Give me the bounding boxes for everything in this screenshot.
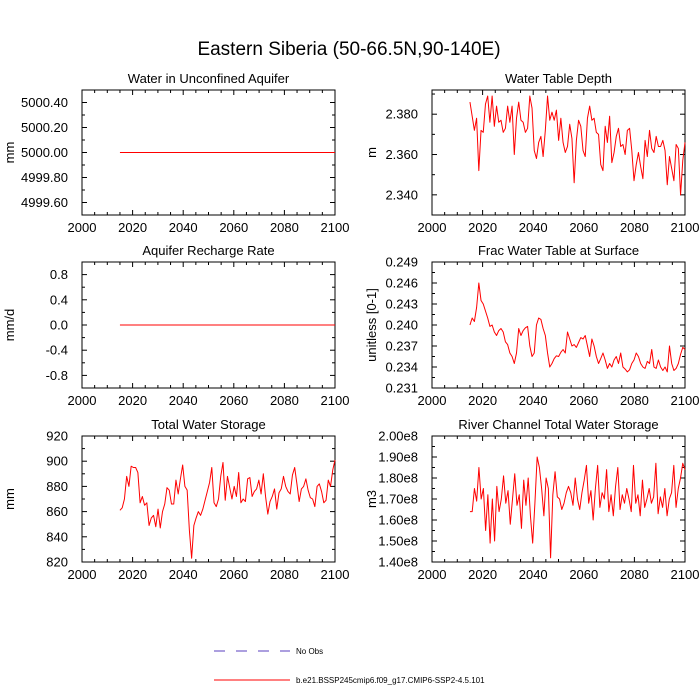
y-tick-label: 0.237: [385, 339, 418, 354]
x-tick-label: 2100: [321, 220, 350, 235]
y-tick-label: 0.8: [50, 267, 68, 282]
y-tick-label: 4999.80: [21, 170, 68, 185]
x-tick-label: 2020: [468, 220, 497, 235]
y-tick-label: 2.00e8: [378, 429, 418, 444]
y-tick-label: 1.90e8: [378, 450, 418, 465]
chart-panel-3: Aquifer Recharge Rate 2000 2020 2040 2060 208…: [2, 243, 349, 408]
x-tick-label: 2080: [270, 567, 299, 582]
y-tick-label: 840: [46, 529, 68, 544]
legend-label-model-run: b.e21.BSSP245cmip6.f09_g17.CMIP6-SSP2-4.…: [296, 676, 485, 685]
panel-title: Frac Water Table at Surface: [478, 243, 639, 258]
x-tick-label: 2100: [321, 393, 350, 408]
chart-panel-1: Water in Unconfined Aquifer 2000 2020 2040 2…: [2, 71, 349, 235]
panel-title: Water Table Depth: [505, 71, 612, 86]
x-tick-label: 2060: [569, 567, 598, 582]
y-axis-label: mm: [2, 488, 17, 510]
series-line: [469, 282, 686, 373]
plot-frame: [81, 435, 336, 563]
x-tick-label: 2100: [671, 567, 700, 582]
x-tick-label: 2060: [569, 393, 598, 408]
x-tick-label: 2040: [169, 567, 198, 582]
legend: No Obs b.e21.BSSP245cmip6.f09_g17.CMIP6-…: [214, 647, 485, 685]
y-tick-label: 0.240: [385, 318, 418, 333]
y-tick-label: 4999.60: [21, 195, 68, 210]
x-tick-label: 2080: [270, 393, 299, 408]
y-axis-label: mm: [2, 142, 17, 164]
y-axis-label: mm/d: [2, 309, 17, 342]
x-tick-label: 2000: [418, 220, 447, 235]
figure-title: Eastern Siberia (50-66.5N,90-140E): [197, 39, 500, 60]
x-tick-label: 2100: [671, 220, 700, 235]
legend-label-no-obs: No Obs: [296, 647, 323, 656]
y-tick-label: 5000.00: [21, 145, 68, 160]
x-tick-label: 2020: [118, 220, 147, 235]
x-tick-label: 2000: [68, 220, 97, 235]
series-line: [119, 459, 336, 559]
y-tick-label: 1.40e8: [378, 555, 418, 570]
y-tick-label: 0.231: [385, 381, 418, 396]
y-tick-label: 920: [46, 429, 68, 444]
y-tick-label: 0.246: [385, 276, 418, 291]
y-tick-label: 2.360: [385, 147, 418, 162]
panels: Water in Unconfined Aquifer 2000 2020 2040 2…: [2, 71, 699, 582]
x-tick-label: 2100: [671, 393, 700, 408]
x-tick-label: 2040: [169, 220, 198, 235]
y-tick-label: 0.243: [385, 297, 418, 312]
y-tick-label: 5000.20: [21, 120, 68, 135]
x-tick-label: 2080: [620, 393, 649, 408]
y-axis-label: m3: [364, 490, 379, 508]
y-tick-label: -0.4: [46, 343, 68, 358]
y-tick-label: 0.234: [385, 360, 418, 375]
series-line: [469, 95, 686, 196]
x-tick-label: 2100: [321, 567, 350, 582]
y-tick-label: 0.4: [50, 292, 68, 307]
y-tick-label: -0.8: [46, 368, 68, 383]
x-tick-label: 2020: [118, 393, 147, 408]
x-tick-label: 2080: [620, 220, 649, 235]
x-tick-label: 2040: [519, 567, 548, 582]
y-tick-label: 2.380: [385, 107, 418, 122]
y-tick-label: 1.70e8: [378, 492, 418, 507]
series-line: [469, 456, 686, 559]
x-tick-label: 2060: [219, 220, 248, 235]
x-tick-label: 2040: [519, 220, 548, 235]
x-tick-label: 2060: [219, 393, 248, 408]
y-tick-label: 820: [46, 555, 68, 570]
x-tick-label: 2020: [468, 393, 497, 408]
y-tick-label: 1.80e8: [378, 471, 418, 486]
x-tick-label: 2080: [620, 567, 649, 582]
y-tick-label: 0.0: [50, 318, 68, 333]
y-tick-label: 5000.40: [21, 95, 68, 110]
y-tick-label: 1.50e8: [378, 534, 418, 549]
chart-panel-6: River Channel Total Water Storage 2000 202…: [364, 417, 699, 582]
chart-panel-2: Water Table Depth 2000 2020 2040 2060 2080 210…: [364, 71, 699, 235]
y-tick-label: 860: [46, 504, 68, 519]
x-tick-label: 2020: [118, 567, 147, 582]
x-tick-label: 2040: [169, 393, 198, 408]
x-tick-label: 2020: [468, 567, 497, 582]
y-axis-label: m: [364, 147, 379, 158]
panel-title: Total Water Storage: [151, 417, 265, 432]
chart-panel-5: Total Water Storage 2000 2020 2040 2060 2080 2…: [2, 417, 349, 582]
x-tick-label: 2060: [569, 220, 598, 235]
x-tick-label: 2000: [418, 393, 447, 408]
x-tick-label: 2000: [68, 393, 97, 408]
y-tick-label: 0.249: [385, 255, 418, 270]
x-tick-label: 2000: [68, 567, 97, 582]
y-tick-label: 1.60e8: [378, 513, 418, 528]
y-tick-label: 2.340: [385, 187, 418, 202]
x-tick-label: 2080: [270, 220, 299, 235]
y-axis-label: unitless [0-1]: [364, 288, 379, 362]
y-tick-label: 880: [46, 479, 68, 494]
x-tick-label: 2060: [219, 567, 248, 582]
x-tick-label: 2000: [418, 567, 447, 582]
x-tick-label: 2040: [519, 393, 548, 408]
y-tick-label: 900: [46, 454, 68, 469]
panel-title: Aquifer Recharge Rate: [142, 243, 274, 258]
chart-panel-4: Frac Water Table at Surface 2000 2020 2040 2…: [364, 243, 699, 408]
panel-title: River Channel Total Water Storage: [458, 417, 658, 432]
panel-title: Water in Unconfined Aquifer: [128, 71, 290, 86]
